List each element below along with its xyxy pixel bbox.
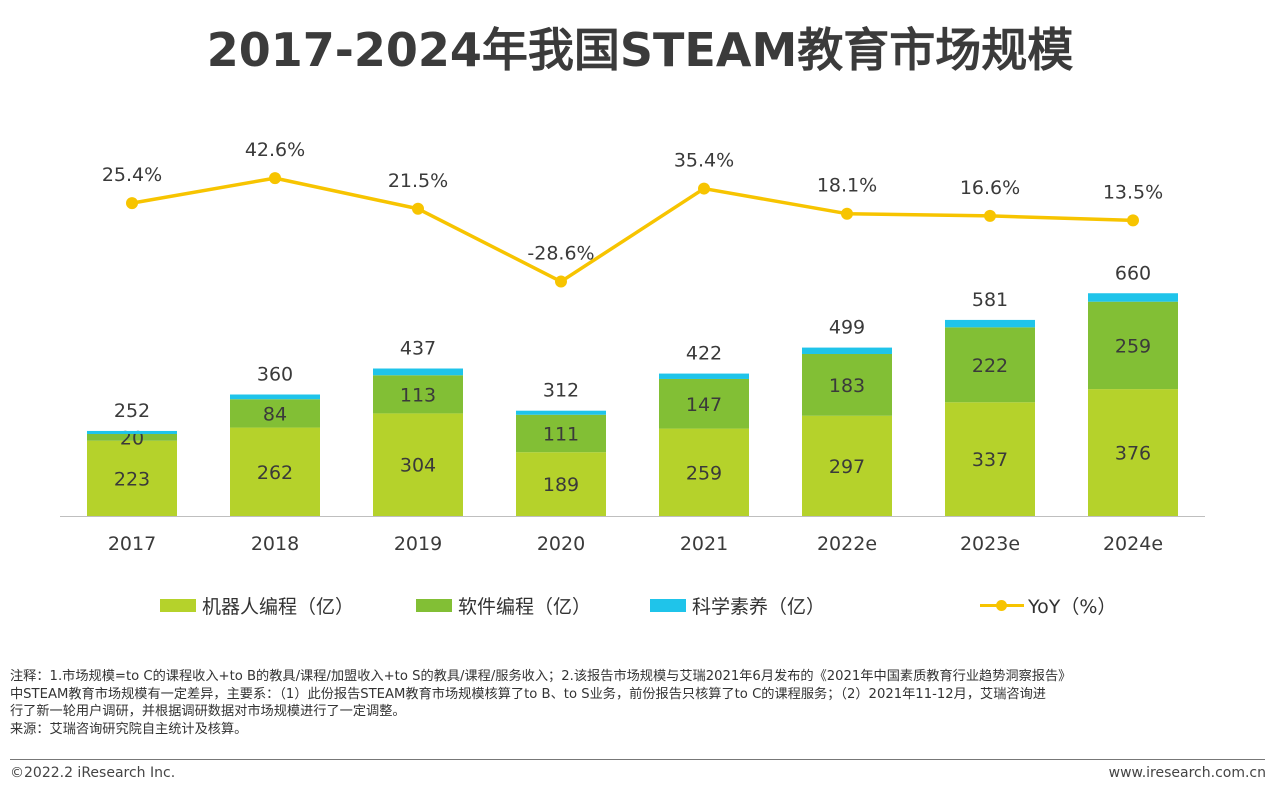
bar-segment bbox=[1088, 293, 1178, 302]
bar-total-label: 360 bbox=[257, 364, 293, 386]
bar-value-label: 259 bbox=[1115, 335, 1151, 357]
yoy-point bbox=[269, 172, 281, 185]
bar-value-label: 337 bbox=[972, 449, 1008, 471]
yoy-label: 13.5% bbox=[1103, 181, 1163, 203]
bar-value-label: 147 bbox=[686, 394, 722, 416]
bar-segment bbox=[802, 354, 892, 416]
footer-website: www.iresearch.com.cn bbox=[1108, 765, 1266, 781]
x-tick-label: 2022e bbox=[817, 533, 877, 555]
bar-total-label: 312 bbox=[543, 380, 579, 402]
bar-segment bbox=[230, 399, 320, 428]
bar-segment bbox=[945, 319, 1035, 328]
legend-label-robot: 机器人编程（亿） bbox=[202, 596, 355, 618]
x-tick-label: 2018 bbox=[251, 533, 299, 555]
bar-segment bbox=[373, 375, 463, 414]
legend-swatch-robot bbox=[160, 599, 196, 612]
bar-segment bbox=[659, 373, 749, 379]
bar-total-label: 252 bbox=[114, 400, 150, 422]
bar-segment bbox=[659, 378, 749, 429]
yoy-label: 42.6% bbox=[245, 139, 305, 161]
bar-value-label: 259 bbox=[686, 462, 722, 484]
bar-segment bbox=[659, 428, 749, 516]
x-tick-label: 2023e bbox=[960, 533, 1020, 555]
yoy-label: 25.4% bbox=[102, 164, 162, 186]
page-title: 2017-2024年我国STEAM教育市场规模 bbox=[206, 23, 1074, 77]
legend-item-science: 科学素养（亿） bbox=[650, 592, 825, 619]
bar-value-label: 222 bbox=[972, 355, 1008, 377]
legend-swatch-software bbox=[416, 599, 452, 612]
footer-divider bbox=[10, 759, 1265, 760]
bar-segment bbox=[802, 415, 892, 516]
legend-label-software: 软件编程（亿） bbox=[458, 596, 592, 618]
bar-value-label: 262 bbox=[257, 462, 293, 484]
bar-segment bbox=[87, 440, 177, 516]
bar-segment bbox=[1088, 301, 1178, 390]
note-line: 注释：1.市场规模=to C的课程收入+to B的教具/课程/加盟收入+to S… bbox=[10, 669, 1072, 684]
yoy-point bbox=[984, 209, 996, 222]
bar-segment bbox=[516, 410, 606, 415]
bar-value-label: 111 bbox=[543, 423, 579, 445]
source-line: 来源：艾瑞咨询研究院自主统计及核算。 bbox=[10, 721, 248, 737]
bar-value-label: 84 bbox=[263, 403, 287, 425]
yoy-point bbox=[698, 182, 710, 195]
x-tick-label: 2020 bbox=[537, 533, 585, 555]
bar-segment bbox=[87, 433, 177, 441]
x-tick-label: 2021 bbox=[680, 533, 728, 555]
yoy-label: 18.1% bbox=[817, 175, 877, 197]
bar-segment bbox=[230, 394, 320, 400]
bar-total-label: 437 bbox=[400, 338, 436, 360]
bar-segment bbox=[373, 368, 463, 376]
yoy-point bbox=[841, 207, 853, 220]
bar-total-label: 581 bbox=[972, 289, 1008, 311]
bar-total-label: 422 bbox=[686, 343, 722, 365]
legend-swatch-science bbox=[650, 599, 686, 612]
bar-segment bbox=[516, 414, 606, 453]
yoy-point bbox=[555, 275, 567, 288]
bar-segment bbox=[802, 347, 892, 354]
legend: 机器人编程（亿） 软件编程（亿） 科学素养（亿） YoY（%） bbox=[0, 592, 1280, 622]
x-tick-label: 2019 bbox=[394, 533, 442, 555]
x-tick-label: 2024e bbox=[1103, 533, 1163, 555]
yoy-point bbox=[126, 197, 138, 210]
bar-total-label: 660 bbox=[1115, 262, 1151, 284]
bar-value-label: 183 bbox=[829, 375, 865, 397]
bar-value-label: 297 bbox=[829, 456, 865, 478]
note-line: 中STEAM教育市场规模有一定差异，主要系：（1）此份报告STEAM教育市场规模… bbox=[10, 686, 1046, 702]
legend-item-robot: 机器人编程（亿） bbox=[160, 592, 354, 619]
bar-value-label: 376 bbox=[1115, 443, 1151, 465]
yoy-label: 16.6% bbox=[960, 177, 1020, 199]
bar-value-label: 189 bbox=[543, 474, 579, 496]
yoy-label: 35.4% bbox=[674, 150, 734, 172]
bar-value-label: 223 bbox=[114, 468, 150, 490]
chart: 223 20 252 2017 262 84 360 2018 304 113 437 2019 189… bbox=[60, 139, 1205, 555]
legend-label-yoy: YoY（%） bbox=[1028, 596, 1117, 618]
x-tick-label: 2017 bbox=[108, 533, 156, 555]
bar-value-label: 304 bbox=[400, 455, 436, 477]
yoy-point bbox=[1127, 214, 1139, 227]
legend-item-yoy: YoY（%） bbox=[980, 592, 1116, 619]
bar-total-label: 499 bbox=[829, 317, 865, 339]
bar-segment bbox=[87, 430, 177, 434]
bar-value-label: 20 bbox=[120, 427, 144, 449]
bar-segment bbox=[516, 452, 606, 516]
bar-segment bbox=[1088, 389, 1178, 516]
yoy-line bbox=[131, 176, 1134, 284]
yoy-point bbox=[412, 202, 424, 215]
legend-label-science: 科学素养（亿） bbox=[692, 596, 826, 618]
bar-value-label: 113 bbox=[400, 384, 436, 406]
yoy-label: 21.5% bbox=[388, 170, 448, 192]
yoy-label: -28.6% bbox=[527, 243, 594, 265]
bar-segment bbox=[230, 427, 320, 516]
legend-item-software: 软件编程（亿） bbox=[416, 592, 591, 619]
notes: 注释：1.市场规模=to C的课程收入+to B的教具/课程/加盟收入+to S… bbox=[10, 668, 1272, 738]
bar-segment bbox=[373, 413, 463, 516]
legend-line-yoy bbox=[980, 599, 1024, 612]
bar-segment bbox=[945, 327, 1035, 403]
footer-copyright: ©2022.2 iResearch Inc. bbox=[10, 765, 176, 781]
bar-segment bbox=[945, 402, 1035, 516]
note-line: 行了新一轮用户调研，并根据调研数据对市场规模进行了一定调整。 bbox=[10, 704, 406, 719]
